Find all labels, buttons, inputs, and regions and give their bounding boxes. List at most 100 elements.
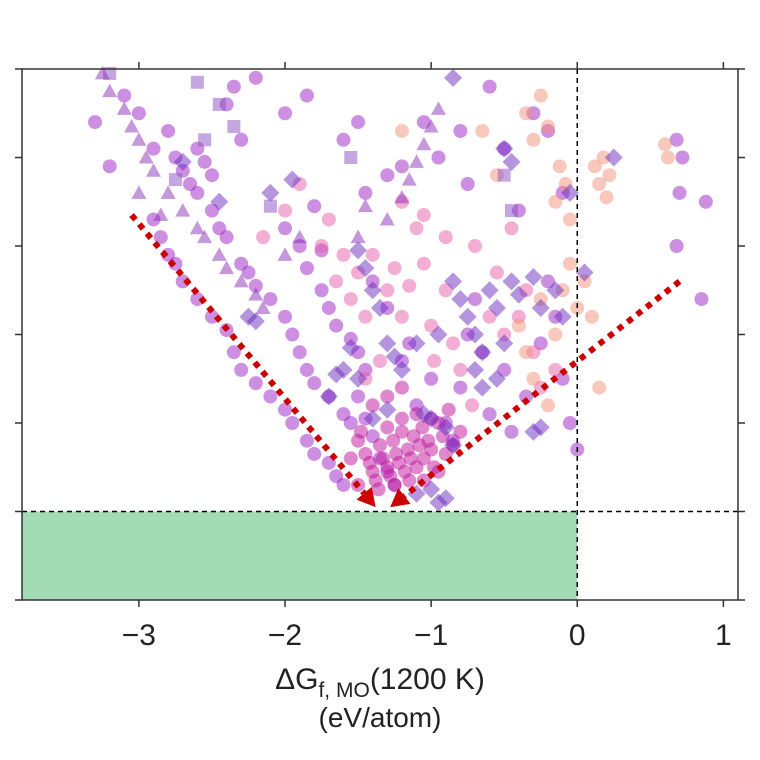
data-point-circle — [489, 265, 504, 280]
data-point-triangle — [219, 260, 235, 275]
data-point-diamond — [349, 369, 368, 388]
data-point-diamond — [465, 360, 484, 379]
data-point-circle — [131, 106, 146, 121]
data-point-circle — [358, 309, 373, 324]
data-point-circle — [409, 221, 424, 236]
data-point-triangle — [160, 185, 176, 199]
data-point-circle — [321, 300, 336, 315]
data-point-circle — [226, 79, 241, 94]
data-point-circle — [190, 292, 205, 307]
data-point-circle — [482, 407, 497, 422]
data-point-triangle — [124, 119, 140, 133]
data-point-triangle — [116, 101, 132, 115]
data-point-square — [344, 151, 358, 164]
data-point-circle — [541, 398, 556, 413]
data-point-circle — [380, 420, 395, 435]
data-point-diamond — [495, 139, 514, 158]
x-axis-ticks: −3 −2 −1 0 1 — [122, 62, 732, 652]
data-point-circle — [519, 106, 534, 121]
data-point-diamond — [524, 267, 543, 286]
data-point-circle — [336, 132, 351, 147]
data-point-circle — [548, 362, 563, 377]
data-point-circle — [431, 150, 446, 165]
data-point-circle — [669, 132, 684, 147]
data-point-triangle — [248, 287, 264, 301]
data-point-circle — [526, 132, 541, 147]
data-point-circle — [373, 354, 387, 369]
data-point-circle — [248, 70, 263, 85]
data-point-circle — [204, 203, 219, 218]
data-point-diamond — [363, 409, 382, 428]
data-point-circle — [256, 230, 271, 245]
data-point-diamond — [524, 422, 543, 441]
data-point-circle — [88, 115, 103, 130]
data-point-square — [198, 133, 212, 147]
data-point-diamond — [451, 290, 470, 309]
data-point-diamond — [319, 387, 338, 406]
data-point-diamond — [495, 334, 514, 353]
data-point-diamond — [480, 281, 499, 300]
data-point-diamond — [173, 152, 192, 171]
data-point-circle — [299, 261, 314, 276]
data-point-circle — [117, 88, 132, 103]
data-point-circle — [387, 477, 402, 492]
data-point-circle — [453, 362, 468, 377]
data-point-diamond — [407, 334, 426, 353]
x-tick-label: 0 — [569, 619, 586, 652]
data-point-circle — [467, 239, 482, 253]
data-point-circle — [234, 132, 249, 147]
data-point-circle — [669, 239, 684, 253]
data-point-circle — [263, 292, 278, 307]
data-point-circle — [504, 424, 519, 439]
data-point-circle — [241, 265, 256, 280]
data-point-circle — [373, 438, 387, 453]
data-point-triangle — [409, 154, 425, 168]
data-point-circle — [592, 177, 607, 192]
data-point-circle — [511, 318, 526, 333]
data-point-circle — [415, 420, 430, 435]
data-point-triangle — [357, 198, 373, 213]
data-point-circle — [343, 292, 358, 307]
data-point-diamond — [363, 281, 382, 300]
data-point-circle — [386, 433, 401, 448]
data-point-diamond — [378, 334, 397, 353]
data-point-circle — [519, 345, 534, 360]
data-point-circle — [204, 168, 219, 183]
data-point-circle — [394, 424, 409, 439]
data-point-diamond — [553, 307, 572, 326]
data-point-triangle — [153, 207, 169, 222]
data-point-circle — [424, 318, 439, 333]
data-point-circle — [675, 150, 690, 165]
data-point-circle — [424, 371, 439, 386]
data-point-diamond — [487, 369, 506, 388]
x-tick-label: −1 — [414, 619, 448, 652]
x-tick-label: 1 — [715, 619, 732, 652]
data-point-circle — [387, 261, 402, 276]
data-point-circle — [351, 389, 366, 404]
data-point-triangle — [416, 136, 432, 151]
data-point-diamond — [385, 347, 404, 366]
data-point-circle — [660, 150, 675, 165]
data-point-circle — [314, 283, 329, 298]
reference-lines — [22, 69, 738, 600]
series-squares — [103, 66, 519, 218]
data-point-square — [227, 120, 241, 134]
data-point-triangle — [394, 189, 410, 204]
data-point-circle — [482, 309, 497, 324]
data-point-square — [263, 199, 277, 213]
data-point-circle — [592, 380, 607, 395]
data-point-circle — [587, 159, 602, 174]
scatter-points — [88, 65, 713, 512]
data-point-diamond — [546, 281, 565, 300]
data-point-triangle — [277, 247, 293, 261]
data-point-circle — [504, 221, 519, 236]
data-point-circle — [416, 208, 431, 223]
data-point-circle — [299, 433, 314, 448]
data-point-circle — [351, 115, 366, 130]
data-point-circle — [343, 416, 358, 430]
data-point-diamond — [444, 436, 463, 455]
data-point-triangle — [211, 247, 227, 261]
data-point-circle — [402, 473, 417, 488]
data-point-circle — [278, 402, 293, 417]
